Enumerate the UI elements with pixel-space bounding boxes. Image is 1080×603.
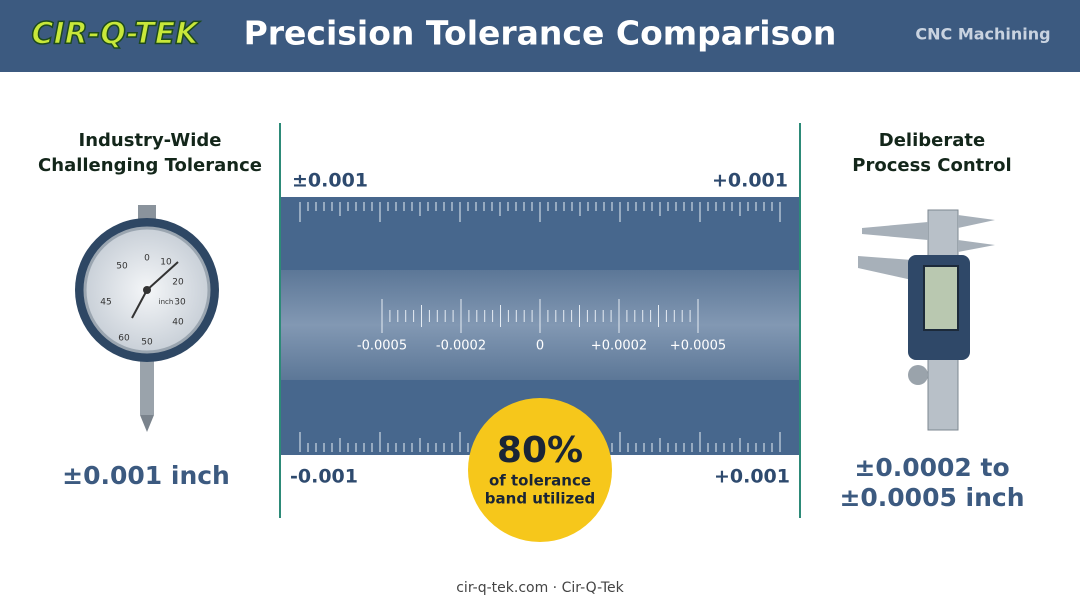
dial-number: 60 [118, 334, 130, 344]
left-value: ±0.001 inch [62, 461, 230, 490]
header-bar [0, 0, 1080, 72]
dial-number: 20 [172, 278, 184, 288]
title: Precision Tolerance Comparison [244, 14, 837, 53]
badge [468, 398, 612, 542]
right-value: ±0.0005 inch [839, 483, 1024, 512]
scale-label: +0.0002 [591, 339, 647, 354]
right-value: ±0.0002 to [854, 453, 1009, 482]
footer: cir-q-tek.com · Cir-Q-Tek [456, 580, 624, 596]
logo: CIR-Q-TEK [31, 17, 201, 52]
scale-label: 0 [536, 339, 544, 354]
ruler-label: +0.001 [712, 170, 788, 192]
tag: CNC Machining [915, 25, 1050, 44]
dial-number: 45 [100, 298, 111, 308]
right-heading: Process Control [852, 155, 1011, 176]
right-heading: Deliberate [879, 130, 985, 151]
dial-number: 50 [141, 338, 153, 348]
ruler-label: -0.001 [290, 466, 358, 488]
dial-number: 50 [116, 262, 128, 272]
badge-value: 80% [497, 430, 583, 471]
caliper [858, 209, 995, 431]
scale-label: +0.0005 [670, 339, 726, 354]
left-heading: Industry-Wide [79, 130, 222, 151]
scale-label: -0.0002 [436, 339, 486, 354]
badge-text: band utilized [485, 490, 595, 508]
badge-text: of tolerance [489, 472, 591, 490]
scale-label: -0.0005 [357, 339, 407, 354]
dial-number: 30 [174, 298, 186, 308]
dial-unit: inch [159, 298, 174, 306]
dial-number: 0 [144, 254, 150, 264]
dial-gauge [75, 205, 219, 432]
left-heading: Challenging Tolerance [38, 155, 262, 176]
dial-number: 10 [160, 258, 172, 268]
dial-number: 40 [172, 318, 184, 328]
ruler-label: +0.001 [714, 466, 790, 488]
ruler-label: ±0.001 [292, 170, 368, 192]
